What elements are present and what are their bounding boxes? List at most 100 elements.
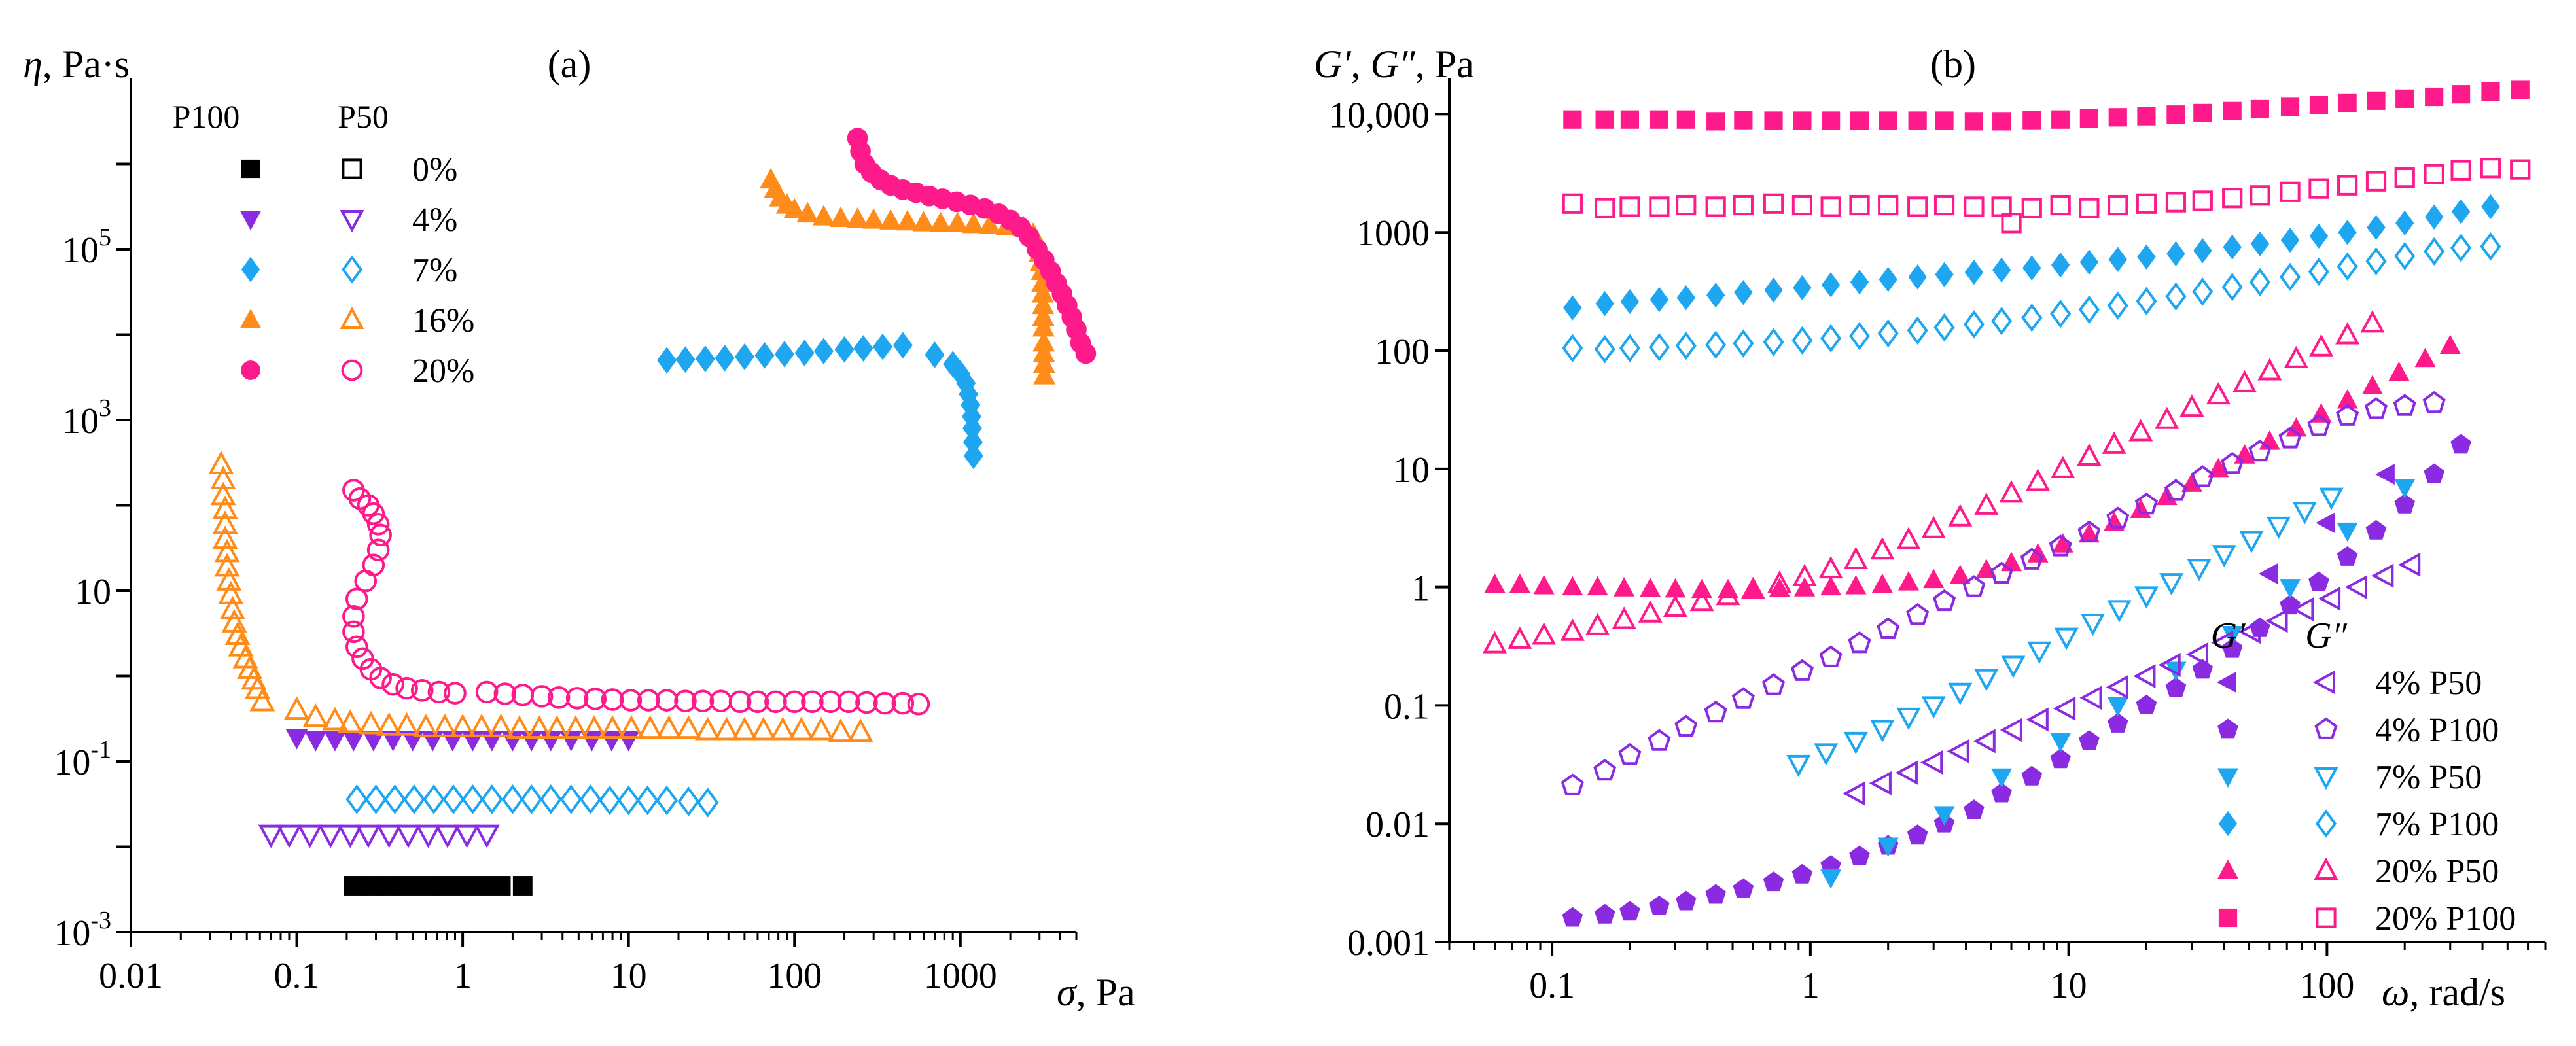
data-point-16-p50	[675, 715, 701, 739]
data-point-20-p50-g	[1560, 618, 1585, 641]
data-point-20-p100-g	[2050, 194, 2071, 216]
panel-b-y-unit: , Pa	[1415, 43, 1474, 86]
data-point-7-p100-g	[1706, 282, 1725, 308]
data-point-7-p50-g	[2292, 502, 2317, 525]
data-point-7-p100-g	[1992, 257, 2011, 283]
data-point-4-p100-g	[2393, 394, 2416, 416]
data-point-16-p50	[750, 716, 777, 741]
data-point-20-p100-g	[2280, 181, 2301, 202]
data-point-7-p100-g	[1594, 334, 1615, 364]
data-point-20-p50-g	[2128, 419, 2153, 442]
data-point-7-p50-g	[1948, 682, 1973, 706]
panel-b-x-tick-label: 0.1	[1529, 966, 1575, 1006]
data-point-7-p50	[501, 784, 524, 814]
data-point-4-p50-g	[2291, 597, 2314, 621]
data-point-20-p50-g	[2439, 334, 2461, 355]
data-point-20-p100-g	[2394, 167, 2415, 188]
data-point-0-p100	[379, 876, 399, 896]
data-point-4-p100-g	[1676, 890, 1697, 911]
data-point-7-p50	[423, 784, 445, 814]
data-point-20-p50-g	[2285, 417, 2307, 437]
data-point-4-p100-g	[2422, 391, 2446, 413]
series-16-p50	[208, 451, 873, 742]
data-point-20-p50	[366, 513, 390, 536]
data-point-4-p100-g	[2307, 413, 2331, 436]
data-point-20-p50	[444, 682, 467, 705]
data-point-4-p50	[415, 824, 441, 848]
data-point-7-p50	[617, 785, 640, 816]
panel-a-y-tick-label: 10	[75, 572, 111, 612]
data-point-20-p100-g	[1676, 110, 1695, 129]
data-point-20-p100-g	[2450, 160, 2471, 181]
data-point-4-p50	[454, 824, 480, 848]
panel-b-x-tick-label: 1	[1801, 966, 1820, 1006]
data-point-4-p100-g	[1906, 602, 1930, 625]
data-point-20-p100-g	[2425, 87, 2444, 107]
data-point-20-p50-g	[1640, 577, 1661, 597]
data-point-7-p100-g	[2022, 255, 2041, 281]
data-point-20-p100-g	[2022, 111, 2041, 130]
data-point-20-p100-g	[1850, 111, 1869, 130]
panel-b-y-tick-label: 0.1	[1384, 686, 1430, 727]
data-point-7-p100	[754, 341, 775, 369]
data-point-20-p100-g	[1907, 196, 1928, 217]
data-point-16-p50	[695, 716, 721, 741]
data-point-7-p100-g	[2166, 241, 2185, 267]
data-point-4-p100	[559, 731, 582, 752]
data-point-7-p50-g	[2280, 579, 2301, 599]
panel-b-x-symbol: ω	[2382, 971, 2409, 1014]
data-point-7-p100-g	[1848, 321, 1871, 351]
data-point-20-p50-g	[1716, 583, 1740, 606]
data-point-20-p50	[565, 687, 589, 710]
data-point-4-p50	[395, 824, 421, 848]
data-point-20-p50-g	[1587, 576, 1608, 596]
panel-a-y-tick-exponent: 3	[99, 394, 111, 422]
panel-a-y-symbol: η	[23, 43, 43, 86]
data-point-4-p100-g	[1593, 758, 1617, 781]
data-point-7-p50-g	[1877, 837, 1899, 858]
legend-a-header-p100: P100	[173, 98, 240, 135]
data-point-20-p50-g	[2284, 345, 2308, 368]
data-point-7-p100-g	[2021, 303, 2043, 332]
data-point-4-p100-g	[1877, 617, 1900, 639]
data-point-7-p100	[774, 341, 794, 368]
legend-a-marker-p100-16	[239, 308, 262, 328]
panel-b-x-axis-title: ω, rad/s	[2382, 971, 2505, 1014]
data-point-7-p100-g	[2249, 268, 2270, 296]
data-point-16-p50	[769, 716, 796, 741]
data-point-7-p100	[834, 336, 855, 363]
data-point-7-p50	[442, 784, 465, 814]
panel-a-x-tick-label: 1000	[924, 956, 997, 996]
legend-a-header-p50: P50	[338, 98, 389, 135]
data-point-7-p100-g	[2221, 273, 2243, 302]
data-point-16-p100	[1033, 364, 1056, 385]
data-point-20-p100-g	[1879, 111, 1897, 130]
panel-b-y-tick-label: 10,000	[1329, 95, 1430, 135]
data-point-7-p100-g	[1562, 334, 1583, 362]
data-point-20-p100-g	[2079, 109, 2098, 128]
data-point-20-p50	[907, 692, 930, 716]
data-point-16-p50	[618, 715, 644, 739]
data-point-20-p100-g	[2308, 178, 2329, 199]
panel-a-x-tick-label: 10	[610, 956, 647, 996]
data-point-7-p100	[853, 335, 873, 362]
data-point-20-p50	[342, 620, 365, 644]
legend-b-label-20-p100: 20% P100	[2375, 900, 2516, 937]
data-point-4-p100-g	[2106, 506, 2130, 529]
data-point-4-p100-g	[1649, 895, 1670, 915]
panel-b-axes	[1448, 78, 2545, 943]
data-point-7-p50	[520, 784, 543, 814]
series-20-p50-g	[1484, 334, 2461, 599]
data-point-20-p100-g	[2250, 185, 2270, 206]
data-point-16-p100	[978, 213, 1001, 234]
data-point-20-p50-g	[1533, 575, 1555, 595]
series-0-p100	[344, 876, 533, 896]
data-point-7-p100-g	[1933, 313, 1955, 342]
legend-b-marker-gprime-4-p50	[2216, 671, 2236, 693]
data-point-20-p50-g	[2130, 498, 2151, 519]
legend-b-label-7-p50: 7% P50	[2375, 759, 2482, 796]
data-point-20-p50-g	[2361, 375, 2383, 394]
data-point-7-p50	[677, 786, 700, 817]
data-point-4-p100-g	[2365, 519, 2387, 540]
series-20-p100-g	[1563, 80, 2530, 131]
